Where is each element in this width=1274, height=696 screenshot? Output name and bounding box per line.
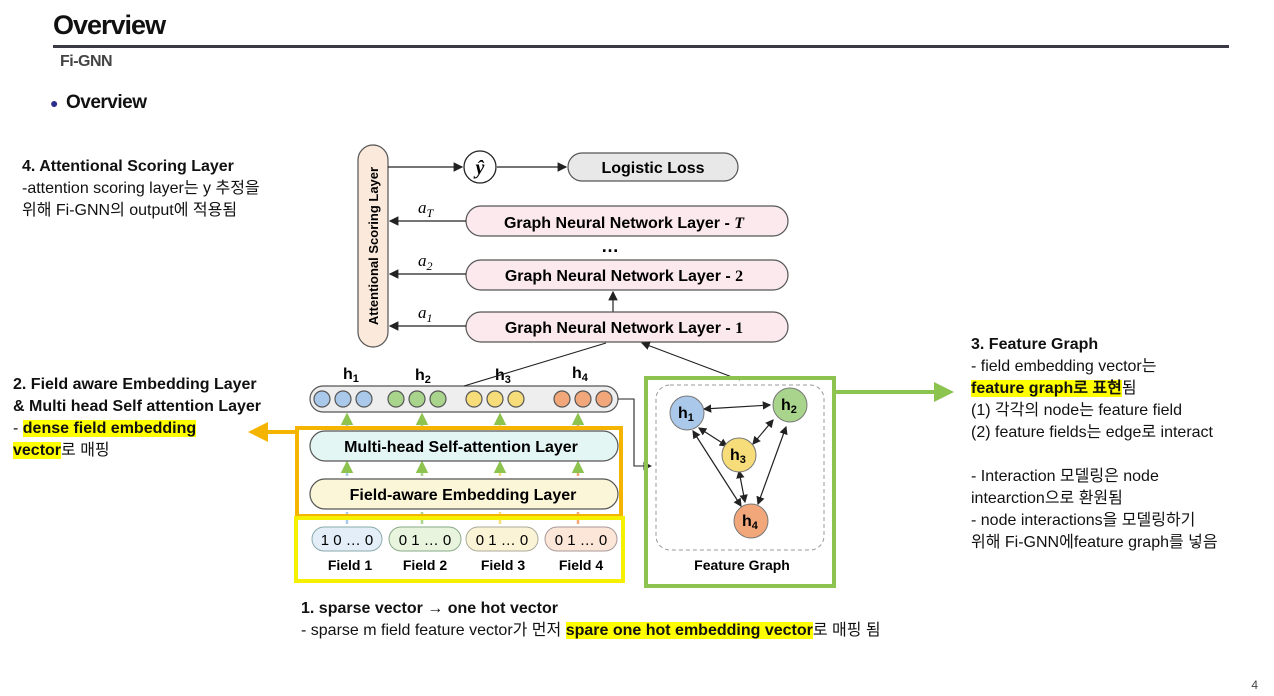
note-line: 로 매핑 — [61, 442, 110, 459]
multi-head-self-attention-layer: Multi-head Self-attention Layer — [309, 430, 619, 462]
field-inputs: 1 0 … 0 0 1 … 0 0 1 … 0 0 1 … 0 Field 1 … — [311, 526, 618, 573]
note-line: - Interaction 모델링은 node — [971, 468, 1159, 485]
gnn-layer-label: Graph Neural Network Layer - — [504, 215, 734, 232]
field-embedding-vectors — [309, 342, 653, 471]
note-line: - node interactions을 모델링하기 — [971, 512, 1196, 529]
y-hat-label: ŷ — [474, 157, 485, 179]
feature-graph-label: Feature Graph — [694, 557, 790, 573]
gnn-layer-index: 2 — [735, 268, 743, 285]
title-divider — [53, 45, 1229, 48]
page-subtitle: Fi-GNN — [60, 53, 113, 70]
attention-weight-label: a1 — [418, 303, 433, 325]
note-sparse-vector: 1. sparse vector → one hot vector - spar… — [301, 598, 881, 642]
note-title: 3. Feature Graph — [971, 336, 1099, 353]
highlight-text: feature graph로 표현 — [971, 380, 1122, 397]
graph-node — [772, 387, 808, 423]
gnn-layer-label: Graph Neural Network Layer - — [505, 268, 735, 285]
highlight-text: spare one hot embedding vector — [565, 622, 813, 639]
svg-text:h1: h1 — [678, 405, 694, 424]
bullet-text: Overview — [65, 92, 147, 113]
svg-text:Graph Neural Network Layer - T: Graph Neural Network Layer - T — [504, 215, 745, 232]
svg-text:h3: h3 — [730, 447, 746, 466]
field-name: Field 3 — [481, 557, 526, 573]
gnn-layer-T: Graph Neural Network Layer - T aT — [388, 198, 789, 237]
field-name: Field 1 — [328, 557, 373, 573]
layers-ellipsis: … — [601, 236, 619, 256]
highlight-text: vector — [13, 442, 62, 459]
svg-text:h1: h1 — [343, 366, 359, 385]
svg-text:Graph Neural Network Layer - 2: Graph Neural Network Layer - 2 — [505, 268, 743, 285]
highlight-text: dense field embedding — [22, 420, 197, 437]
page-title: Overview — [53, 10, 166, 40]
attention-weight-label: aT — [418, 198, 435, 220]
note-line: - sparse m field feature vector가 먼저 — [301, 622, 566, 639]
note-title: & Multi head Self attention Layer — [13, 398, 262, 415]
note-dash: - — [13, 420, 23, 437]
note-line: 위해 Fi-GNN에feature graph를 넣음 — [971, 534, 1218, 551]
logistic-loss-label: Logistic Loss — [601, 160, 704, 177]
note-attentional-scoring: 4. Attentional Scoring Layer -attention … — [22, 156, 260, 222]
y-hat-node — [463, 150, 497, 184]
note-title: 4. Attentional Scoring Layer — [22, 158, 234, 175]
field-vector: 0 1 … 0 — [476, 532, 529, 549]
note-feature-graph: 3. Feature Graph - field embedding vecto… — [971, 334, 1218, 554]
note-line: - field embedding vector는 — [971, 358, 1157, 375]
note-line: intearction으로 환원됨 — [971, 490, 1123, 507]
graph-node — [733, 503, 769, 539]
note-line: -attention scoring layer는 y 추정을 — [22, 180, 260, 197]
gnn-layer-1: Graph Neural Network Layer - 1 a1 — [388, 303, 789, 343]
attentional-scoring-layer: Attentional Scoring Layer — [357, 144, 389, 348]
field-name: Field 2 — [403, 557, 448, 573]
logistic-loss-box — [567, 152, 739, 182]
graph-node — [669, 395, 705, 431]
note-title: 1. sparse vector → one hot vector — [301, 600, 558, 617]
scoring-layer-label: Attentional Scoring Layer — [366, 167, 381, 325]
svg-text:h4: h4 — [742, 513, 759, 532]
note-line: 됨 — [1121, 380, 1137, 397]
gnn-layer-index: 1 — [735, 320, 743, 337]
h-labels: h1 h2 h3 h4 — [343, 365, 589, 386]
attention-weight-label: a2 — [418, 251, 433, 273]
svg-text:Multi-head Self-attention Laye: Multi-head Self-attention Layer — [344, 439, 578, 456]
green-highlight-box — [644, 376, 836, 588]
svg-text:h2: h2 — [415, 367, 431, 386]
note-line: 위해 Fi-GNN의 output에 적용됨 — [22, 202, 238, 219]
svg-text:h3: h3 — [495, 367, 511, 386]
gnn-layer-label: Graph Neural Network Layer - — [505, 320, 735, 337]
note-line: (1) 각각의 node는 feature field — [971, 402, 1182, 419]
field-vector: 0 1 … 0 — [555, 532, 608, 549]
gnn-layer-index: T — [734, 215, 745, 232]
svg-text:Field-aware Embedding Layer: Field-aware Embedding Layer — [350, 487, 577, 504]
yellow-highlight-box — [294, 516, 625, 583]
svg-text:h4: h4 — [572, 365, 589, 384]
feature-graph: h1 h2 h3 h4 Feature Graph — [655, 384, 825, 573]
svg-text:Graph Neural Network Layer - 1: Graph Neural Network Layer - 1 — [505, 320, 743, 337]
bullet-heading: ● Overview — [50, 92, 147, 114]
bullet-dot-icon: ● — [50, 95, 58, 111]
svg-text:h2: h2 — [781, 397, 797, 416]
field-vector: 1 0 … 0 — [321, 532, 374, 549]
note-line: (2) feature fields는 edge로 interact — [971, 424, 1214, 441]
field-aware-embedding-layer: Field-aware Embedding Layer — [309, 478, 619, 510]
graph-node — [721, 437, 757, 473]
page-number: 4 — [1251, 678, 1258, 692]
field-vector: 0 1 … 0 — [399, 532, 452, 549]
note-title: 2. Field aware Embedding Layer — [13, 376, 257, 393]
note-line: 로 매핑 됨 — [812, 622, 881, 639]
field-name: Field 4 — [559, 557, 604, 573]
gnn-layer-2: Graph Neural Network Layer - 2 a2 — [388, 251, 789, 291]
note-field-aware-embedding: 2. Field aware Embedding Layer & Multi h… — [13, 374, 261, 462]
